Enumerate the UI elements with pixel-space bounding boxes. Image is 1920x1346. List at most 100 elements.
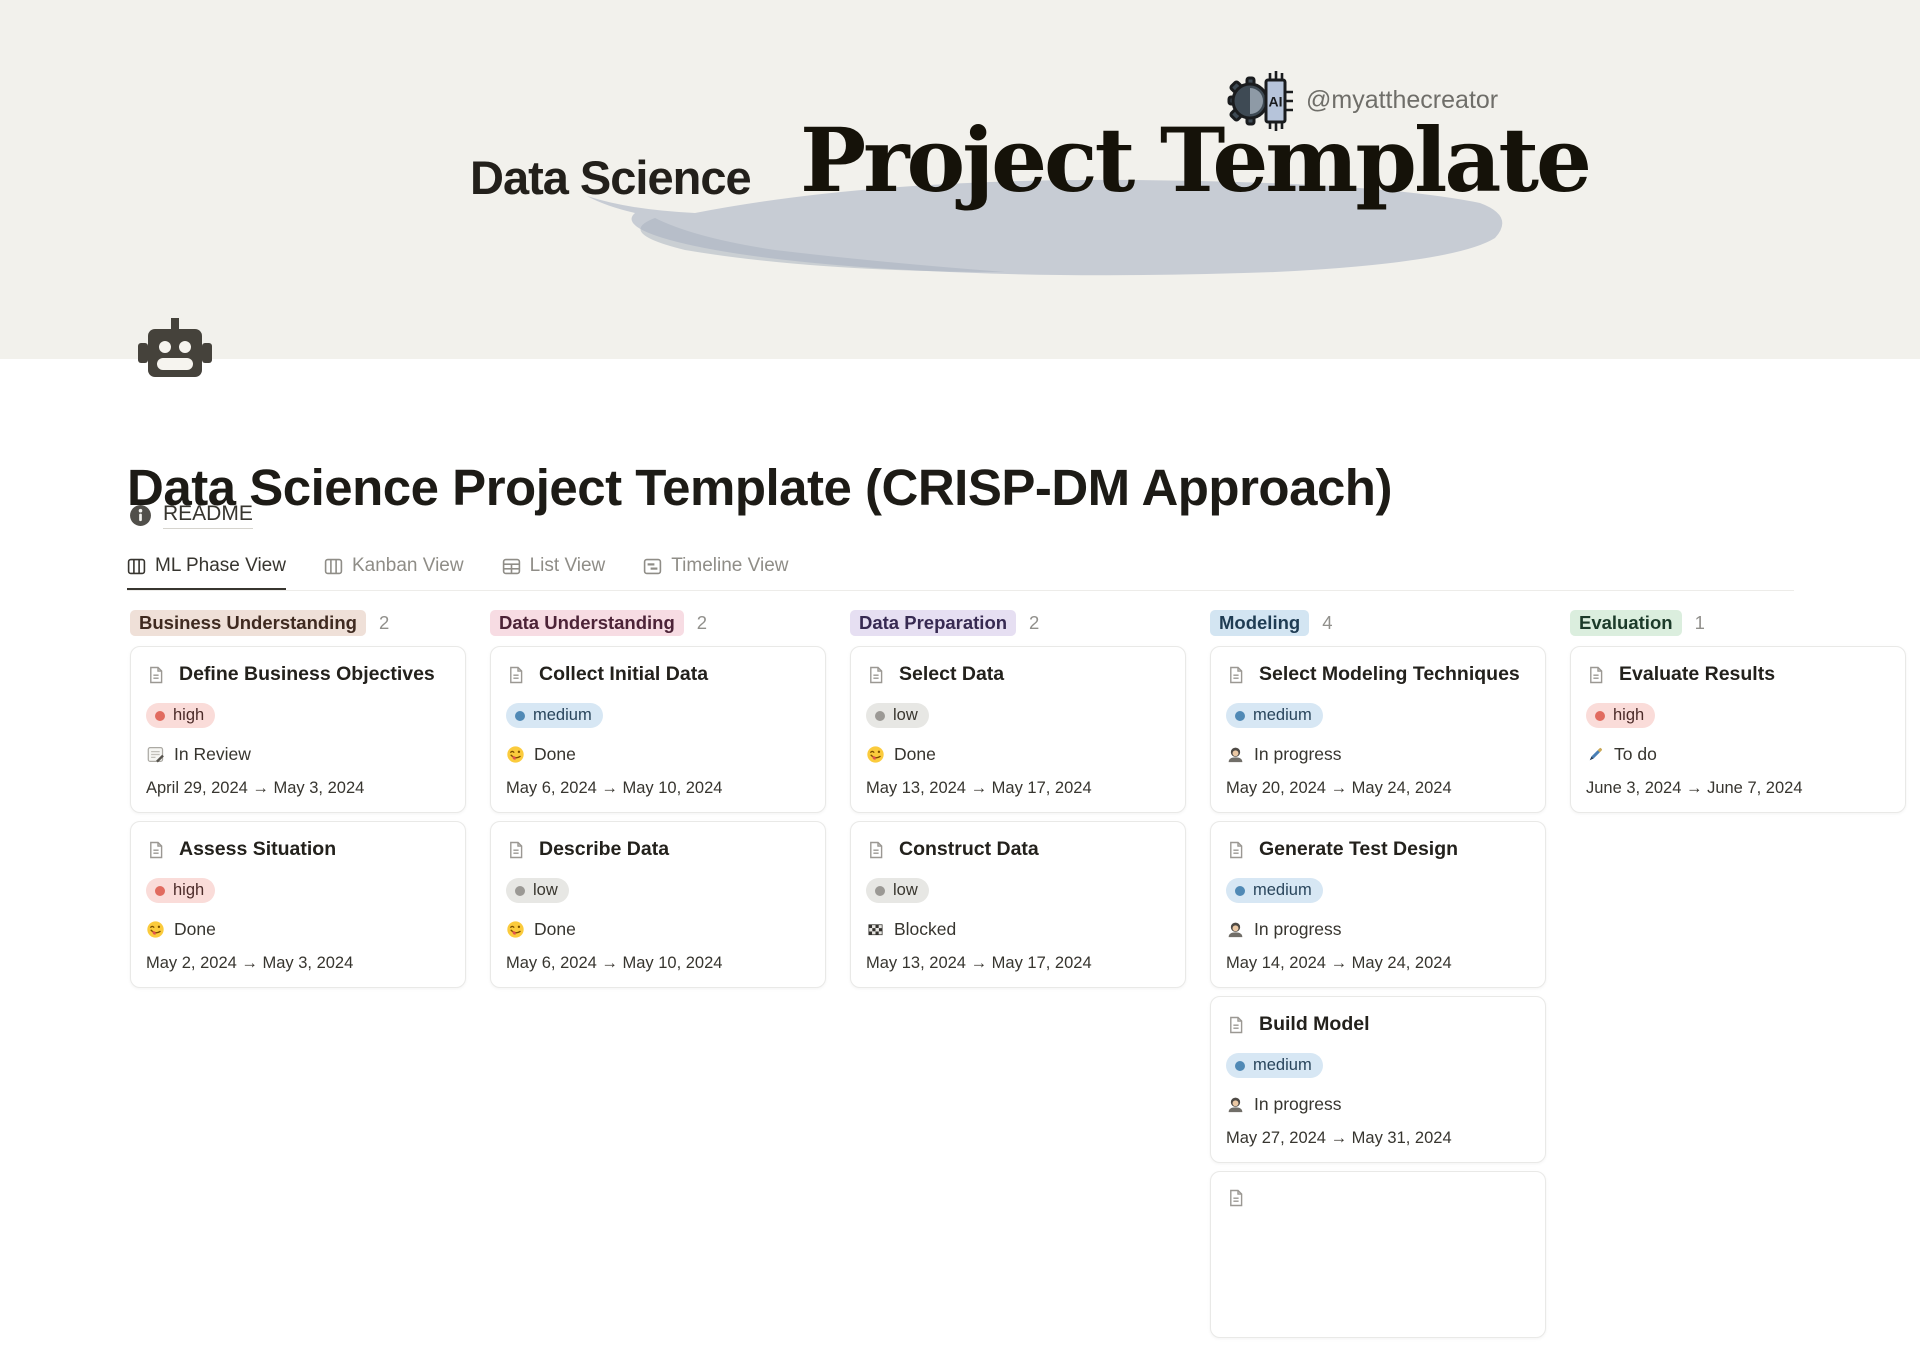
status-label: Blocked <box>894 919 957 939</box>
column-name-pill[interactable]: Data Understanding <box>490 610 684 636</box>
priority-label: medium <box>1253 706 1312 724</box>
priority-row: medium <box>1226 878 1530 903</box>
readme-link[interactable]: README <box>129 502 253 529</box>
tab-label: List View <box>529 555 606 576</box>
status-label: In progress <box>1254 919 1342 939</box>
status-label: Done <box>894 744 936 764</box>
todo-pen-icon <box>1586 745 1605 764</box>
column-name-pill[interactable]: Evaluation <box>1570 610 1682 636</box>
priority-dot <box>1235 1060 1245 1071</box>
blocked-flag-icon <box>866 920 885 939</box>
status-row: In Review <box>146 744 450 765</box>
column-count: 2 <box>696 612 708 633</box>
priority-label: high <box>173 706 205 724</box>
priority-row: medium <box>506 703 810 728</box>
status-row: In progress <box>1226 919 1530 940</box>
board-column: Modeling 4 Select Modeling Techniques medi… <box>1210 608 1546 1346</box>
board-card[interactable]: Define Business Objectives high In Review… <box>130 646 466 813</box>
priority-label: high <box>173 881 205 899</box>
card-title-row: Select Data <box>866 663 1170 686</box>
column-name-pill[interactable]: Business Understanding <box>130 610 366 636</box>
board-card[interactable]: Generate Test Design medium In progress Ma… <box>1210 821 1546 988</box>
board-icon <box>127 557 146 576</box>
page-icon <box>1586 665 1606 685</box>
card-title-text: Evaluate Results <box>1619 663 1776 685</box>
page-icon <box>1226 1015 1246 1035</box>
status-label: In progress <box>1254 1094 1342 1114</box>
board-card[interactable]: Collect Initial Data medium Done May 6, 20… <box>490 646 826 813</box>
view-tabs: ML Phase View Kanban View List View Time… <box>127 545 1794 591</box>
priority-dot <box>875 885 885 896</box>
priority-row: medium <box>1226 1053 1530 1078</box>
brush-stroke <box>587 179 1503 276</box>
board-card[interactable] <box>1210 1171 1546 1338</box>
card-title-row: Select Modeling Techniques <box>1226 663 1530 686</box>
priority-row: low <box>506 878 810 903</box>
board-card[interactable]: Select Data low Done May 13, 2024 → May 17… <box>850 646 1186 813</box>
column-count: 2 <box>378 612 390 633</box>
status-label: Done <box>534 919 576 939</box>
page-icon <box>1226 1188 1246 1208</box>
priority-label: medium <box>1253 1056 1312 1074</box>
board-icon <box>324 557 343 576</box>
tab-timeline-view[interactable]: Timeline View <box>643 545 789 590</box>
done-face-icon <box>866 745 885 764</box>
priority-pill: medium <box>1226 878 1323 903</box>
board-card[interactable]: Build Model medium In progress May 27, 202… <box>1210 996 1546 1163</box>
board-card[interactable]: Construct Data low Blocked May 13, 2024 → … <box>850 821 1186 988</box>
card-title-row: Generate Test Design <box>1226 838 1530 861</box>
tab-ml-phase-view[interactable]: ML Phase View <box>127 545 286 590</box>
status-row: Done <box>866 744 1170 765</box>
card-title-text: Describe Data <box>539 838 670 860</box>
priority-pill: low <box>866 703 929 728</box>
page-icon <box>1226 665 1246 685</box>
board-card[interactable]: Select Modeling Techniques medium In prog… <box>1210 646 1546 813</box>
tab-list-view[interactable]: List View <box>502 545 606 590</box>
date-range: May 27, 2024 → May 31, 2024 <box>1226 1129 1452 1147</box>
priority-dot <box>155 885 165 896</box>
in-progress-person-icon <box>1226 920 1245 939</box>
board-card[interactable]: Assess Situation high Done May 2, 2024 → M… <box>130 821 466 988</box>
creator-handle: @myatthecreator <box>1306 86 1499 114</box>
tab-label: Timeline View <box>671 555 789 576</box>
robot-icon[interactable] <box>133 310 217 394</box>
page-icon <box>866 840 886 860</box>
column-name-pill[interactable]: Data Preparation <box>850 610 1017 636</box>
table-icon <box>502 557 521 576</box>
done-face-icon <box>146 920 165 939</box>
card-title-row: Assess Situation <box>146 838 450 861</box>
priority-row: high <box>146 878 450 903</box>
kanban-board: Business Understanding 2 Define Business … <box>130 608 1906 1346</box>
card-title-text: Build Model <box>1259 1013 1370 1035</box>
date-range: May 14, 2024 → May 24, 2024 <box>1226 954 1452 972</box>
column-header: Business Understanding 2 <box>130 608 466 638</box>
board-column: Data Preparation 2 Select Data low Done May… <box>850 608 1186 1346</box>
board-column: Evaluation 1 Evaluate Results high To do Ju… <box>1570 608 1906 1346</box>
column-header: Data Understanding 2 <box>490 608 826 638</box>
status-row: In progress <box>1226 1094 1530 1115</box>
priority-dot <box>515 710 525 721</box>
page-icon <box>866 665 886 685</box>
priority-pill: medium <box>1226 703 1323 728</box>
priority-pill: high <box>146 878 216 903</box>
card-title-row: Collect Initial Data <box>506 663 810 686</box>
status-row: Done <box>506 919 810 940</box>
in-review-memo-icon <box>146 745 165 764</box>
info-icon <box>129 504 152 527</box>
svg-text:AI: AI <box>1269 94 1283 110</box>
board-card[interactable]: Evaluate Results high To do June 3, 2024 →… <box>1570 646 1906 813</box>
readme-label[interactable]: README <box>163 502 253 529</box>
priority-label: medium <box>1253 881 1312 899</box>
priority-label: medium <box>533 706 592 724</box>
banner-title-small: Data Science <box>470 151 752 204</box>
status-label: Done <box>534 744 576 764</box>
card-title-text: Generate Test Design <box>1259 838 1459 860</box>
priority-dot <box>1235 710 1245 721</box>
in-progress-person-icon <box>1226 1095 1245 1114</box>
priority-row: low <box>866 703 1170 728</box>
status-row: To do <box>1586 744 1890 765</box>
page-title: Data Science Project Template (CRISP-DM … <box>127 459 1392 517</box>
column-name-pill[interactable]: Modeling <box>1210 610 1310 636</box>
tab-kanban-view[interactable]: Kanban View <box>324 545 464 590</box>
board-card[interactable]: Describe Data low Done May 6, 2024 → May 1… <box>490 821 826 988</box>
